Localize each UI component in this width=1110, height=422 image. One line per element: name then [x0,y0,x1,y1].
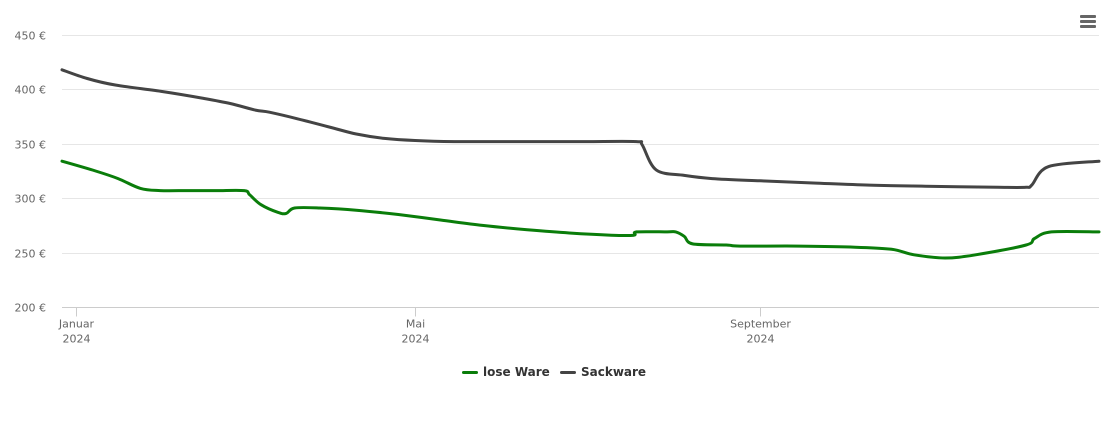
y-tick-label: 350 € [15,139,47,152]
series-line-lose-ware[interactable] [60,159,1101,260]
x-tick-label: Januar [58,318,95,331]
grid-lines [62,35,1099,254]
y-tick-label: 400 € [15,84,47,97]
x-tick-year-label: 2024 [402,333,430,346]
hamburger-menu-icon-bar [1080,25,1096,28]
x-axis-labels: Januar 2024 Mai 2024 September 2024 [58,307,791,346]
series-line-sackware[interactable] [60,68,1101,190]
legend-item-sackware[interactable]: Sackware [560,362,646,382]
y-tick-label: 200 € [15,302,47,315]
y-tick-label: 250 € [15,248,47,261]
y-tick-label: 450 € [15,30,47,43]
legend-label: lose Ware [483,365,550,379]
x-tick-year-label: 2024 [747,333,775,346]
x-tick-label: September [730,318,791,331]
chart-legend: lose Ware Sackware [0,362,1110,382]
y-axis-labels: 200 € 250 € 300 € 350 € 400 € 450 € [15,30,47,315]
x-tick-year-label: 2024 [63,333,91,346]
x-tick-label: Mai [406,318,425,331]
legend-label: Sackware [581,365,647,379]
legend-swatch-lose-ware [462,370,478,374]
legend-swatch-sackware [560,370,576,374]
y-tick-label: 300 € [15,193,47,206]
chart-menu-button[interactable] [1074,10,1102,34]
legend-item-lose-ware[interactable]: lose Ware [462,362,550,382]
hamburger-menu-icon-bar [1080,20,1096,23]
series-lines [60,68,1101,260]
hamburger-menu-icon-bar [1080,15,1096,18]
